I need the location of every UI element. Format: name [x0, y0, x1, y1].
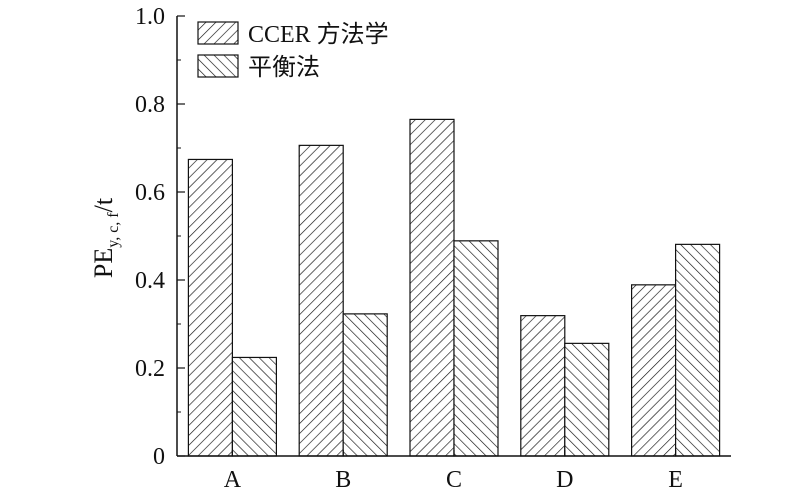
legend-swatch-balance	[197, 54, 239, 78]
y-tick-label: 1.0	[135, 4, 165, 30]
y-tick-label: 0.4	[135, 268, 165, 294]
bar-a-series-1	[187, 158, 233, 457]
legend-swatch-ccer	[197, 21, 239, 45]
y-tick-label: 0.6	[135, 180, 165, 206]
y-axis-label-subscript: y, c, f	[105, 212, 122, 248]
ticks-layer: 0 0.2 0.4 0.6 0.8 1.0 A B C D E	[135, 4, 683, 493]
y-axis-label-unit: /t	[89, 197, 118, 212]
bar-e-series-2	[674, 243, 721, 457]
y-tick-label: 0.2	[135, 356, 165, 382]
bar-c-series-2	[453, 240, 499, 457]
legend-label-balance: 平衡法	[248, 54, 320, 81]
bar-d-series-1	[520, 315, 566, 457]
x-tick-label: A	[224, 467, 242, 493]
y-axis-label-main: PE	[89, 248, 118, 278]
bar-a-series-2	[231, 356, 277, 457]
y-tick-label: 0	[153, 444, 165, 470]
x-tick-label: C	[446, 467, 462, 493]
legend: CCER 方法学 平衡法	[197, 21, 389, 81]
bar-b-series-2	[342, 313, 388, 457]
x-tick-label: E	[668, 467, 683, 493]
y-tick-label: 0.8	[135, 92, 165, 118]
bar-e-series-1	[630, 284, 677, 457]
bars-layer	[187, 118, 721, 457]
x-tick-label: D	[556, 467, 573, 493]
bar-d-series-2	[564, 342, 610, 457]
legend-label-ccer: CCER 方法学	[248, 21, 389, 48]
x-tick-label: B	[335, 467, 351, 493]
bar-b-series-1	[298, 144, 344, 457]
y-axis-label: PEy, c, f/t	[89, 197, 122, 278]
bar-c-series-1	[409, 118, 455, 457]
svg-text:PEy, c, f/t: PEy, c, f/t	[89, 197, 122, 278]
